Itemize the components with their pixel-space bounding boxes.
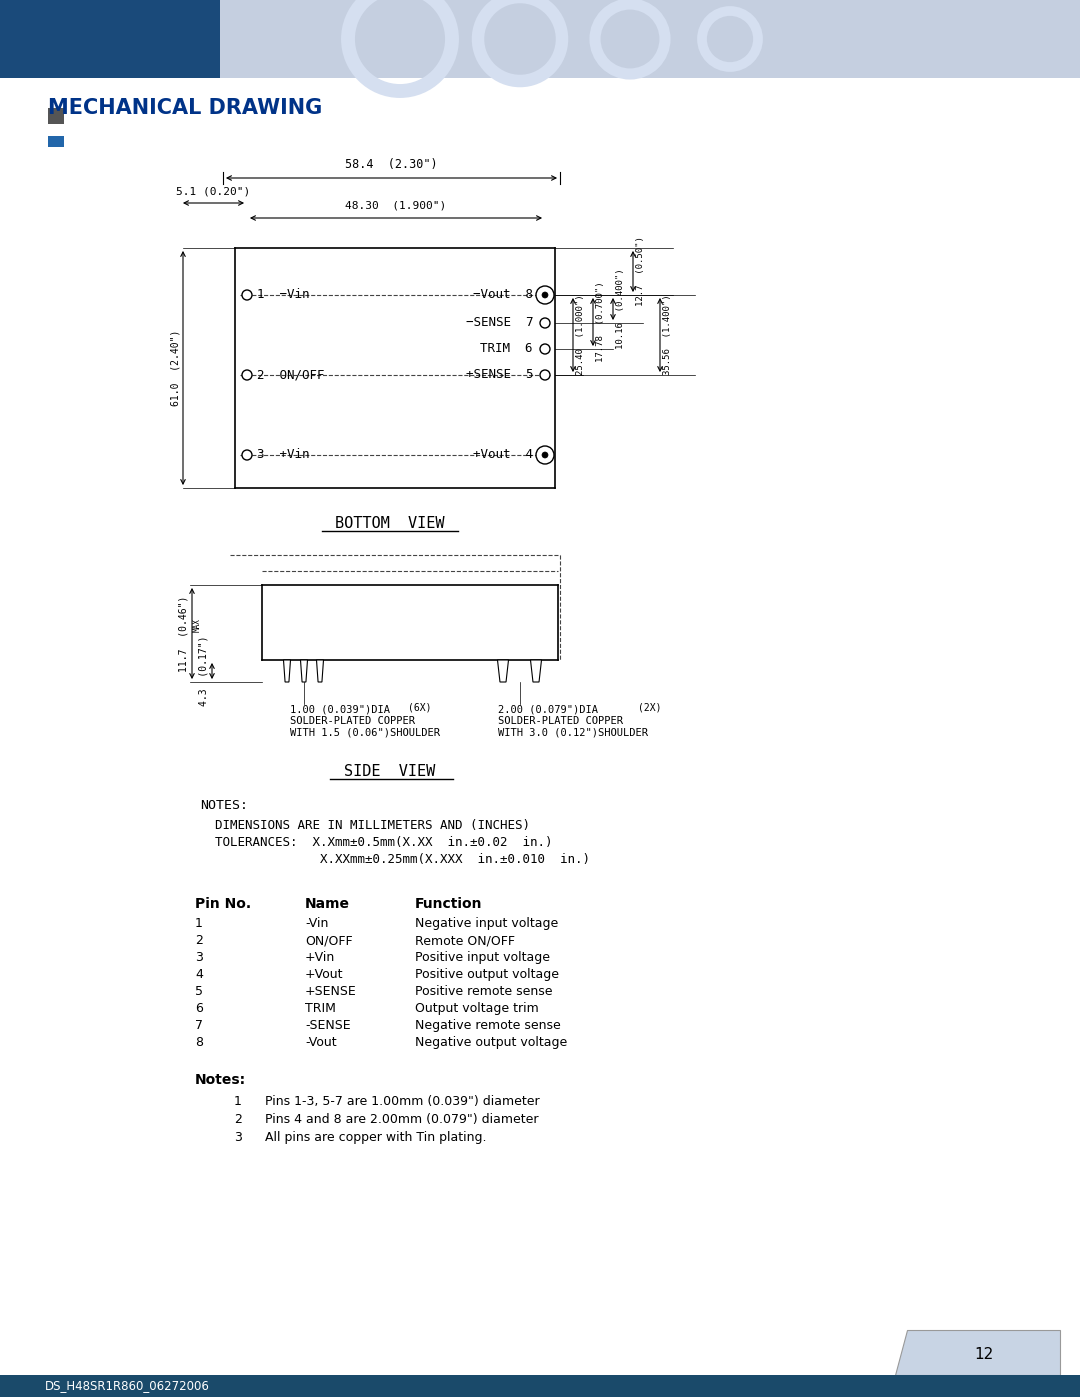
Text: DS_H48SR1R860_06272006: DS_H48SR1R860_06272006 <box>45 1379 210 1393</box>
Text: −Vout  8: −Vout 8 <box>473 289 534 302</box>
Circle shape <box>242 291 252 300</box>
Text: 2  ON/OFF: 2 ON/OFF <box>257 369 324 381</box>
Text: MECHANICAL DRAWING: MECHANICAL DRAWING <box>48 98 322 117</box>
Circle shape <box>540 319 550 328</box>
Circle shape <box>242 370 252 380</box>
Circle shape <box>542 453 548 458</box>
Text: Positive output voltage: Positive output voltage <box>415 968 559 981</box>
Text: +SENSE  5: +SENSE 5 <box>465 369 534 381</box>
Text: TOLERANCES:  X.Xmm±0.5mm(X.XX  in.±0.02  in.): TOLERANCES: X.Xmm±0.5mm(X.XX in.±0.02 in… <box>215 835 553 849</box>
Text: 12.7  (0.50"): 12.7 (0.50") <box>636 236 645 306</box>
Text: TRIM: TRIM <box>305 1002 336 1016</box>
Text: 8: 8 <box>195 1037 203 1049</box>
Text: 3: 3 <box>234 1132 242 1144</box>
FancyBboxPatch shape <box>48 108 64 124</box>
Text: DIMENSIONS ARE IN MILLIMETERS AND (INCHES): DIMENSIONS ARE IN MILLIMETERS AND (INCHE… <box>215 819 530 833</box>
Text: 7: 7 <box>195 1018 203 1032</box>
Text: Positive input voltage: Positive input voltage <box>415 951 550 964</box>
Polygon shape <box>316 659 324 682</box>
Circle shape <box>540 370 550 380</box>
Text: 61.0  (2.40"): 61.0 (2.40") <box>170 330 180 407</box>
Text: X.XXmm±0.25mm(X.XXX  in.±0.010  in.): X.XXmm±0.25mm(X.XXX in.±0.010 in.) <box>215 854 590 866</box>
Circle shape <box>536 286 554 305</box>
FancyBboxPatch shape <box>0 1375 1080 1397</box>
Text: Positive remote sense: Positive remote sense <box>415 985 553 997</box>
Text: Pins 1-3, 5-7 are 1.00mm (0.039") diameter: Pins 1-3, 5-7 are 1.00mm (0.039") diamet… <box>265 1095 540 1108</box>
Text: 6: 6 <box>195 1002 203 1016</box>
FancyBboxPatch shape <box>220 0 1080 78</box>
Text: Output voltage trim: Output voltage trim <box>415 1002 539 1016</box>
Text: 10.16  (0.400"): 10.16 (0.400") <box>616 268 625 349</box>
Text: Negative output voltage: Negative output voltage <box>415 1037 567 1049</box>
Polygon shape <box>530 659 541 682</box>
Text: 58.4  (2.30"): 58.4 (2.30") <box>346 158 437 170</box>
Text: 1.00 (0.039")DIA
SOLDER-PLATED COPPER
WITH 1.5 (0.06")SHOULDER: 1.00 (0.039")DIA SOLDER-PLATED COPPER WI… <box>291 704 440 738</box>
Text: +Vout  4: +Vout 4 <box>473 448 534 461</box>
Text: Negative input voltage: Negative input voltage <box>415 916 558 930</box>
Text: Function: Function <box>415 897 483 911</box>
Text: NOTES:: NOTES: <box>200 799 248 812</box>
Text: Pins 4 and 8 are 2.00mm (0.079") diameter: Pins 4 and 8 are 2.00mm (0.079") diamete… <box>265 1113 539 1126</box>
Text: SIDE  VIEW: SIDE VIEW <box>345 764 435 780</box>
Text: 2: 2 <box>195 935 203 947</box>
Text: Pin No.: Pin No. <box>195 897 252 911</box>
Text: 11.7  (0.46"): 11.7 (0.46") <box>179 595 189 672</box>
Circle shape <box>242 450 252 460</box>
Polygon shape <box>283 659 291 682</box>
Text: 1: 1 <box>195 916 203 930</box>
Text: +Vout: +Vout <box>305 968 343 981</box>
Polygon shape <box>300 659 308 682</box>
Text: Remote ON/OFF: Remote ON/OFF <box>415 935 515 947</box>
Text: Notes:: Notes: <box>195 1073 246 1087</box>
Text: 2: 2 <box>234 1113 242 1126</box>
Text: -SENSE: -SENSE <box>305 1018 351 1032</box>
Polygon shape <box>895 1330 1059 1375</box>
Text: 1  −Vin: 1 −Vin <box>257 289 310 302</box>
Text: (2X): (2X) <box>638 703 661 712</box>
Text: 1: 1 <box>234 1095 242 1108</box>
Circle shape <box>542 292 548 298</box>
Text: BOTTOM  VIEW: BOTTOM VIEW <box>335 515 445 531</box>
Text: −SENSE  7: −SENSE 7 <box>465 317 534 330</box>
Text: 4: 4 <box>195 968 203 981</box>
Text: -Vin: -Vin <box>305 916 328 930</box>
FancyBboxPatch shape <box>0 0 220 78</box>
Text: -Vout: -Vout <box>305 1037 337 1049</box>
Text: Negative remote sense: Negative remote sense <box>415 1018 561 1032</box>
Circle shape <box>536 446 554 464</box>
Text: 12: 12 <box>974 1347 994 1362</box>
Text: (6X): (6X) <box>408 703 432 712</box>
Text: 5.1 (0.20"): 5.1 (0.20") <box>176 186 251 196</box>
Text: 25.40  (1.000"): 25.40 (1.000") <box>576 295 585 376</box>
Text: 17.78  (0.700"): 17.78 (0.700") <box>596 282 605 362</box>
Text: Name: Name <box>305 897 350 911</box>
Text: 2.00 (0.079")DIA
SOLDER-PLATED COPPER
WITH 3.0 (0.12")SHOULDER: 2.00 (0.079")DIA SOLDER-PLATED COPPER WI… <box>498 704 648 738</box>
Circle shape <box>540 344 550 353</box>
Text: 5: 5 <box>195 985 203 997</box>
Polygon shape <box>498 659 509 682</box>
FancyBboxPatch shape <box>48 136 64 147</box>
Text: 35.56  (1.400"): 35.56 (1.400") <box>663 295 672 376</box>
Text: MAX: MAX <box>192 619 202 633</box>
Text: +SENSE: +SENSE <box>305 985 356 997</box>
Text: 48.30  (1.900"): 48.30 (1.900") <box>346 201 447 211</box>
Text: 3: 3 <box>195 951 203 964</box>
Text: 4.3  (0.17"): 4.3 (0.17") <box>199 636 210 707</box>
Text: +Vin: +Vin <box>305 951 335 964</box>
Text: 3  +Vin: 3 +Vin <box>257 448 310 461</box>
Text: All pins are copper with Tin plating.: All pins are copper with Tin plating. <box>265 1132 486 1144</box>
Text: TRIM  6: TRIM 6 <box>481 342 534 355</box>
Text: ON/OFF: ON/OFF <box>305 935 353 947</box>
